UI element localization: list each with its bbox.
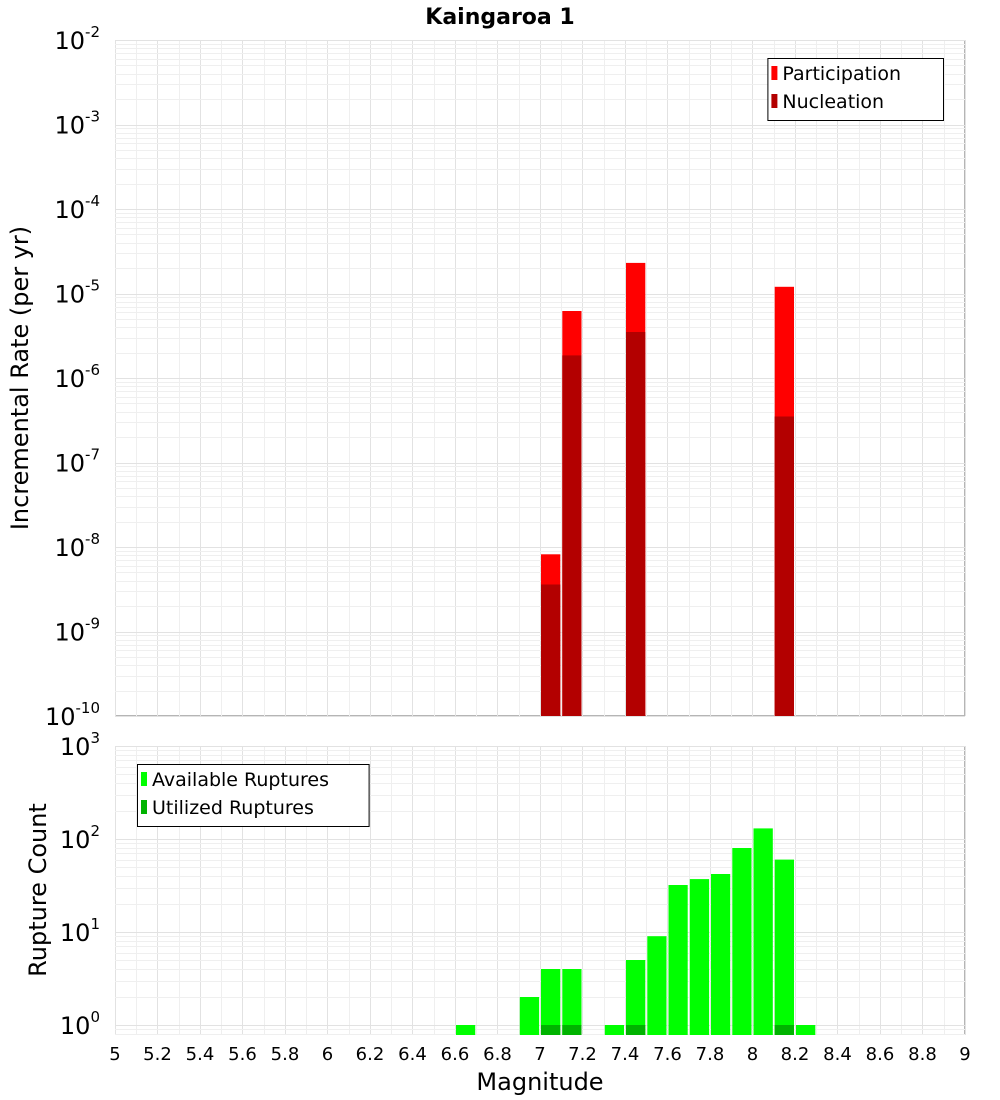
x-tick-label: 9 [959,1044,970,1065]
x-tick-label: 5 [109,1044,120,1065]
x-tick-label: 6 [322,1044,333,1065]
y-tick-label: 10-8 [54,530,100,562]
y-tick-label: 103 [60,729,100,761]
x-tick-label: 5.6 [228,1044,257,1065]
x-tick-label: 6.8 [483,1044,512,1065]
legend-swatch [771,94,778,108]
bar-available-ruptures [774,859,794,1035]
rate-gridlines [115,40,966,717]
bar-available-ruptures [711,874,731,1035]
bar-available-ruptures [604,1025,624,1035]
x-tick-label: 7.4 [611,1044,640,1065]
bar-available-ruptures [689,879,710,1035]
legend-label: Available Ruptures [152,769,329,791]
y-tick-label: 102 [60,822,100,854]
bar-utilized-ruptures [562,1025,582,1035]
y-tick-label: 10-10 [45,699,100,731]
bar-nucleation [562,355,582,716]
count-bars [456,828,816,1035]
x-tick-label: 5.8 [271,1044,300,1065]
chart-title: Kaingaroa 1 [425,5,574,30]
bar-available-ruptures [796,1025,816,1035]
legend-label: Nucleation [782,91,884,113]
y-tick-label: 100 [60,1008,100,1040]
y-tick-label: 10-5 [54,277,100,309]
bar-available-ruptures [668,885,688,1035]
bar-utilized-ruptures [541,1025,561,1035]
x-tick-label: 7 [534,1044,545,1065]
legend-box [137,764,370,827]
bar-available-ruptures [456,1025,476,1035]
count-y-axis-label: Rupture Count [24,803,52,977]
legend-swatch [141,800,147,814]
bar-utilized-ruptures [626,1025,646,1035]
rate-panel: 10-10 10-9 10-8 10-7 10-6 10-5 10-4 10-3 10-2 In… [6,23,966,731]
x-tick-label: 5.4 [186,1044,215,1065]
rate-legend: Participation Nucleation [767,58,945,121]
bar-nucleation [626,332,646,716]
bar-available-ruptures [732,848,752,1035]
x-tick-label: 7.6 [653,1044,682,1065]
legend-label: Participation [782,63,901,85]
x-tick-label: 8.4 [823,1044,852,1065]
legend-swatch [771,66,778,80]
x-tick-label: 7.8 [696,1044,725,1065]
y-tick-label: 10-7 [54,446,100,478]
bar-available-ruptures [647,936,667,1035]
y-tick-label: 101 [60,915,100,947]
x-tick-label: 6.4 [398,1044,427,1065]
bar-available-ruptures [562,969,582,1035]
count-panel: 100 101 102 103 Rupture Count Available Rup… [24,729,966,1040]
x-tick-label: 5.2 [143,1044,172,1065]
x-tick-label: 8.2 [781,1044,810,1065]
x-tick-label: 8.6 [866,1044,895,1065]
bar-available-ruptures [519,997,540,1035]
legend-swatch [141,772,147,786]
rate-bars [541,262,794,716]
bar-available-ruptures [753,828,773,1035]
x-tick-label: 7.2 [568,1044,597,1065]
x-tick-label: 6.2 [356,1044,385,1065]
x-tick-label: 8.8 [908,1044,937,1065]
rate-y-axis-label: Incremental Rate (per yr) [6,226,34,530]
rate-y-ticks: 10-10 10-9 10-8 10-7 10-6 10-5 10-4 10-3 10-2 [45,23,100,731]
bar-available-ruptures [626,960,646,1035]
count-legend: Available Ruptures Utilized Ruptures [137,764,370,827]
y-tick-label: 10-9 [54,615,100,647]
bar-nucleation [774,416,794,716]
bar-utilized-ruptures [774,1025,794,1035]
x-ticks: 5 5.2 5.4 5.6 5.8 6 6.2 6.4 6.6 6.8 7 7.2 7.4 7.6 7.8 8… [109,1044,970,1065]
x-tick-label: 6.6 [441,1044,470,1065]
bar-available-ruptures [541,969,561,1035]
legend-box [767,58,945,121]
y-tick-label: 10-6 [54,361,100,393]
bar-nucleation [541,584,561,716]
count-y-ticks: 100 101 102 103 [60,729,100,1040]
y-tick-label: 10-2 [54,23,100,55]
legend-label: Utilized Ruptures [152,797,314,819]
x-axis-label: Magnitude [476,1068,603,1096]
y-tick-label: 10-4 [54,192,100,224]
x-tick-label: 8 [747,1044,758,1065]
y-tick-label: 10-3 [54,108,100,140]
